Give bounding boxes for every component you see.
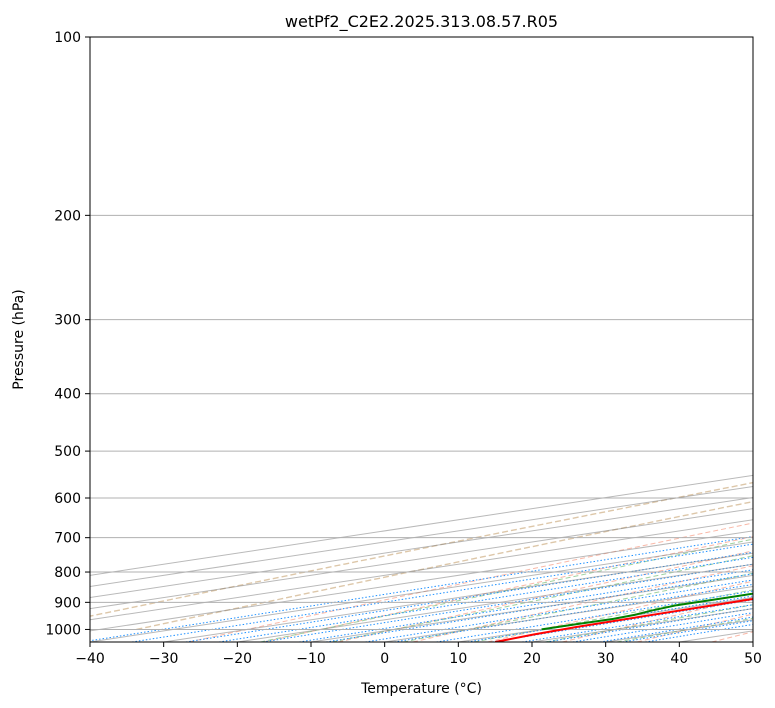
y-tick-label: 300 <box>54 313 81 329</box>
y-tick-label: 900 <box>54 595 81 611</box>
x-tick-label: 20 <box>523 651 541 667</box>
isotherm-line <box>90 485 753 587</box>
x-tick-label: 30 <box>597 651 615 667</box>
y-tick-label: 600 <box>54 491 81 507</box>
x-tick-label: 10 <box>449 651 467 667</box>
plot-frame <box>89 36 754 643</box>
isotherm-line <box>90 508 753 610</box>
mixing-ratio-line <box>522 604 753 642</box>
isotherm-line <box>90 519 753 621</box>
y-tick-label: 100 <box>54 30 81 46</box>
moist-adiabat-line <box>403 572 753 642</box>
x-tick-label: 50 <box>744 651 762 667</box>
x-tick-label: −10 <box>296 651 326 667</box>
background-lines <box>90 474 753 642</box>
y-tick-label: 800 <box>54 565 81 581</box>
dry-adiabat-line <box>487 580 753 642</box>
pressure-gridlines <box>90 37 753 630</box>
dry-adiabat-line <box>188 522 753 642</box>
isotherm-line <box>90 474 753 576</box>
x-tick-label: 40 <box>670 651 688 667</box>
y-axis-label: Pressure (hPa) <box>11 289 27 389</box>
x-tick-label: −20 <box>223 651 253 667</box>
dry-adiabat-line <box>338 550 753 642</box>
mixing-ratio-line <box>90 536 753 642</box>
isotherm-line <box>90 497 753 599</box>
x-axis-label: Temperature (°C) <box>360 681 482 697</box>
y-tick-label: 400 <box>54 387 81 403</box>
mixing-ratio-line <box>436 590 753 642</box>
mixing-ratio-line <box>131 543 753 642</box>
axis-ticks: −40 −30 −20 −10 0 10 20 30 40 50 1000 900 800 700 600 5… <box>45 30 762 667</box>
tan-guide-line <box>136 500 753 631</box>
y-tick-label: 1000 <box>45 622 81 638</box>
x-tick-label: 0 <box>380 651 389 667</box>
x-tick-label: −30 <box>149 651 179 667</box>
y-tick-label: 200 <box>54 208 81 224</box>
moist-adiabat-line <box>332 555 753 642</box>
y-tick-label: 500 <box>54 444 81 460</box>
chart-title: wetPf2_C2E2.2025.313.08.57.R05 <box>285 12 558 32</box>
mixing-ratio-line <box>492 599 753 642</box>
y-tick-label: 700 <box>54 531 81 547</box>
isotherm-line <box>90 530 753 632</box>
x-tick-label: −40 <box>75 651 105 667</box>
